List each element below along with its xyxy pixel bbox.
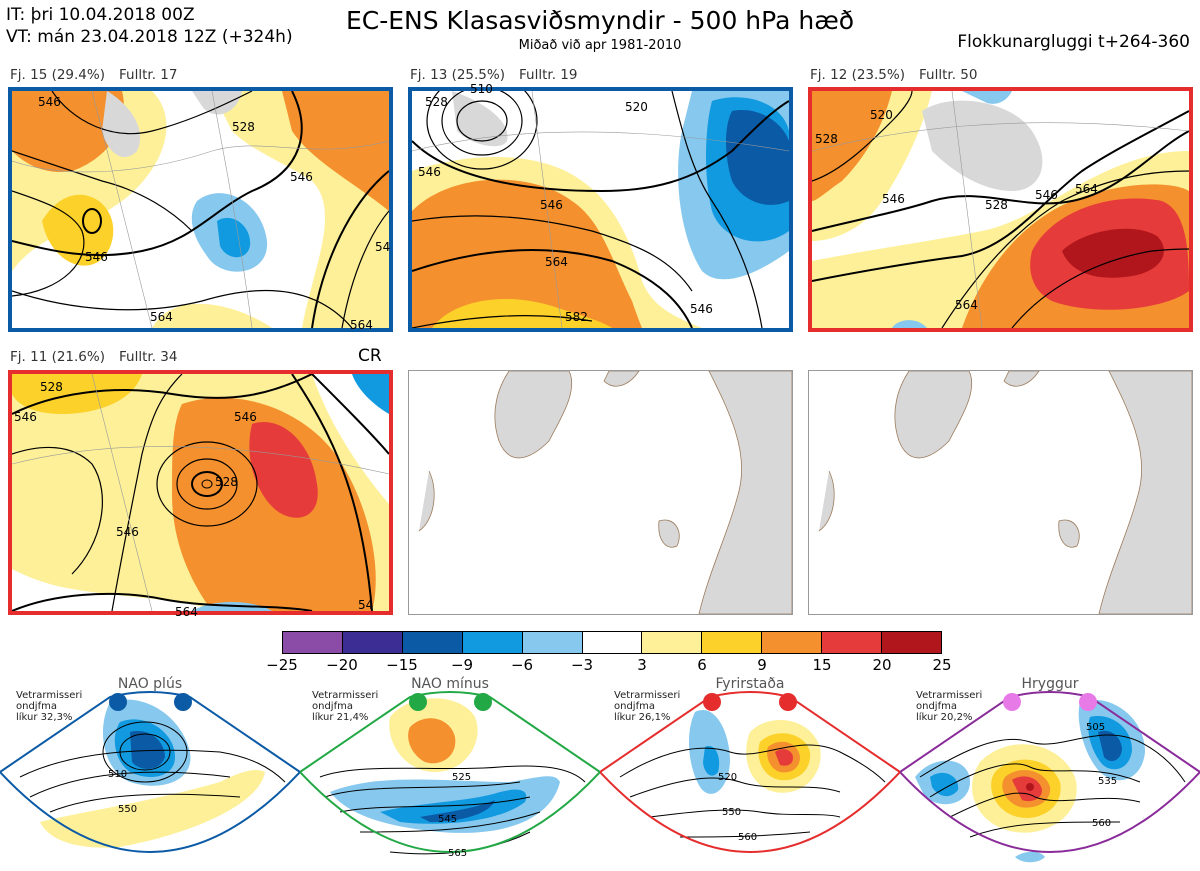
empty-map-panel-2 xyxy=(808,370,1193,615)
colorbar-swatch xyxy=(822,632,883,653)
initial-time: IT: þri 10.04.2018 00Z xyxy=(6,5,195,25)
regime-note: Vetrarmisseri ondjfma líkur 21,4% xyxy=(312,690,379,723)
colorbar-tick-label: −6 xyxy=(510,656,534,674)
cluster-4-label: Fj. 11 (21.6%) Fulltr. 34 xyxy=(10,349,178,365)
regime-contour-label: 525 xyxy=(452,772,472,783)
valid-time: VT: mán 23.04.2018 12Z (+324h) xyxy=(6,27,293,47)
clustering-window: Flokkunargluggi t+264-360 xyxy=(957,32,1190,52)
regime-contour-label: 505 xyxy=(1086,722,1106,733)
colorbar-tick-label: −15 xyxy=(386,656,418,674)
colorbar-tick-label: 9 xyxy=(757,656,767,674)
anomaly-colorbar xyxy=(282,631,942,654)
colorbar-swatch xyxy=(582,632,643,653)
colorbar-swatch xyxy=(882,632,941,653)
colorbar-tick-label: −20 xyxy=(326,656,358,674)
colorbar-swatch xyxy=(342,632,403,653)
regime-title: NAO mínus xyxy=(411,676,489,692)
colorbar-tick-label: 25 xyxy=(932,656,952,674)
regime-contour-label: 565 xyxy=(448,848,468,859)
colorbar-tick-label: −3 xyxy=(570,656,594,674)
regime-nao-minus[interactable]: NAO mínus Vetrarmisseri ondjfma líkur 21,4… xyxy=(300,672,600,871)
climatology-subtitle: Miðað við apr 1981-2010 xyxy=(518,38,682,53)
cluster-3-label: Fj. 12 (23.5%) Fulltr. 50 xyxy=(810,67,978,83)
regime-contour-label: 560 xyxy=(1092,818,1112,829)
colorbar-tick-label: 15 xyxy=(812,656,832,674)
cluster-2-label: Fj. 13 (25.5%) Fulltr. 19 xyxy=(410,67,578,83)
cluster-4-map[interactable] xyxy=(8,370,393,615)
regime-contour-label: 560 xyxy=(738,832,758,843)
empty-map-panel-1 xyxy=(408,370,793,615)
regime-note: Vetrarmisseri ondjfma líkur 26,1% xyxy=(614,690,681,723)
colorbar-swatch xyxy=(522,632,583,653)
colorbar-swatch xyxy=(702,632,763,653)
regime-contour-label: 535 xyxy=(1098,776,1118,787)
regime-ridge[interactable]: Hryggur Vetrarmisseri ondjfma líkur 20,2% … xyxy=(900,672,1200,871)
colorbar-swatch xyxy=(462,632,523,653)
cr-marker: CR xyxy=(358,346,382,366)
regime-contour-label: 545 xyxy=(438,814,458,825)
regime-nao-plus[interactable]: NAO plús Vetrarmisseri ondjfma líkur 32,3%… xyxy=(0,672,300,871)
regime-blocking[interactable]: Fyrirstaða Vetrarmisseri ondjfma líkur 26,… xyxy=(600,672,900,871)
colorbar-tick-label: 3 xyxy=(637,656,647,674)
regime-contour-label: 510 xyxy=(108,769,128,780)
regime-note: Vetrarmisseri ondjfma líkur 32,3% xyxy=(16,690,83,723)
regime-contour-label: 520 xyxy=(718,772,738,783)
cluster-1-label: Fj. 15 (29.4%) Fulltr. 17 xyxy=(10,67,178,83)
regime-title: Fyrirstaða xyxy=(715,676,785,692)
colorbar-swatch xyxy=(642,632,703,653)
colorbar-tick-label: −25 xyxy=(266,656,298,674)
regime-panels: NAO plús Vetrarmisseri ondjfma líkur 32,3%… xyxy=(0,672,1200,871)
cluster-3-map[interactable] xyxy=(808,87,1193,332)
cluster-2-map[interactable] xyxy=(408,87,793,332)
colorbar-tick-label: 6 xyxy=(697,656,707,674)
colorbar-tick-label: −9 xyxy=(450,656,474,674)
colorbar-swatch xyxy=(283,632,343,653)
regime-title: NAO plús xyxy=(117,676,183,692)
regime-title: Hryggur xyxy=(1021,676,1079,692)
colorbar-tick-label: 20 xyxy=(872,656,892,674)
regime-contour-label: 550 xyxy=(118,804,138,815)
cluster-1-map[interactable] xyxy=(8,87,393,332)
regime-contour-label: 550 xyxy=(722,807,742,818)
page-title: EC-ENS Klasasviðsmyndir - 500 hPa hæð xyxy=(345,6,855,35)
regime-note: Vetrarmisseri ondjfma líkur 20,2% xyxy=(916,690,983,723)
colorbar-swatch xyxy=(762,632,823,653)
colorbar-swatch xyxy=(402,632,463,653)
forecast-times: IT: þri 10.04.2018 00Z VT: mán 23.04.201… xyxy=(6,4,293,48)
